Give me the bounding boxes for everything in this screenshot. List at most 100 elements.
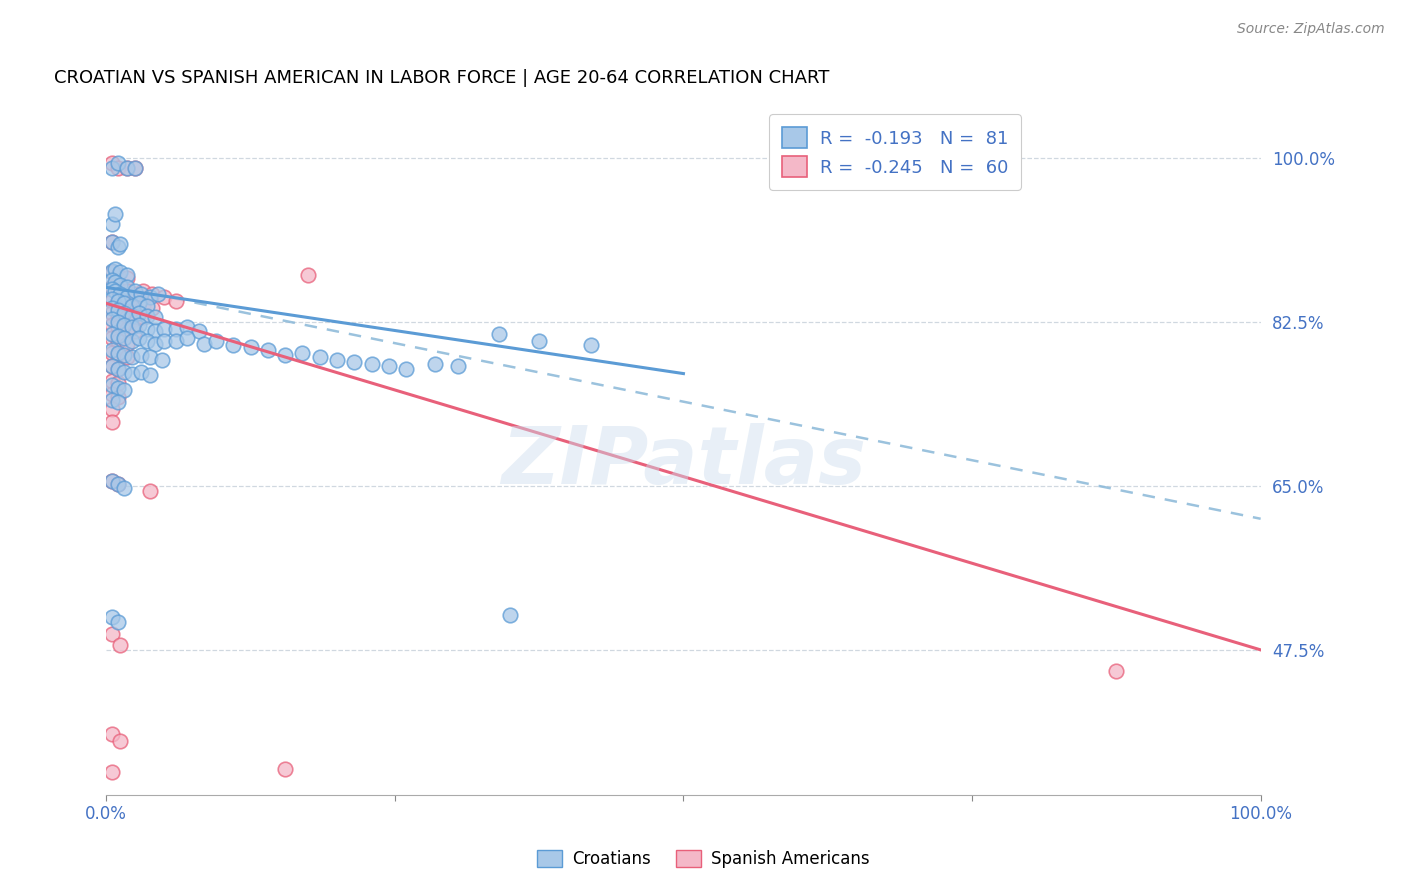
Point: [101, 415, 124, 429]
Legend: Croatians, Spanish Americans: Croatians, Spanish Americans: [530, 843, 876, 875]
Point: [115, 310, 138, 325]
Point: [107, 161, 129, 175]
Point: [115, 284, 138, 298]
Point: [360, 357, 382, 371]
Point: [124, 325, 146, 339]
Point: [132, 299, 155, 313]
Point: [143, 310, 166, 325]
Point: [128, 296, 150, 310]
Point: [107, 156, 129, 170]
Point: [112, 365, 135, 379]
Point: [488, 327, 510, 342]
Point: [107, 315, 129, 329]
Point: [112, 296, 135, 310]
Point: [101, 387, 124, 401]
Point: [107, 329, 129, 343]
Point: [107, 296, 129, 310]
Point: [101, 764, 124, 779]
Point: [239, 340, 262, 354]
Point: [121, 334, 143, 348]
Point: [139, 290, 162, 304]
Point: [107, 346, 129, 360]
Point: [101, 156, 124, 170]
Point: [101, 377, 124, 392]
Point: [121, 299, 143, 313]
Point: [101, 292, 124, 306]
Point: [101, 235, 124, 250]
Point: [101, 610, 124, 624]
Point: [101, 312, 124, 326]
Point: [143, 325, 166, 339]
Point: [101, 161, 124, 175]
Point: [153, 290, 176, 304]
Point: [108, 277, 131, 292]
Point: [121, 367, 143, 381]
Point: [101, 318, 124, 332]
Point: [124, 161, 146, 175]
Point: [124, 284, 146, 298]
Point: [115, 161, 138, 175]
Point: [107, 362, 129, 376]
Point: [101, 727, 124, 741]
Point: [107, 309, 129, 323]
Point: [143, 336, 166, 351]
Point: [101, 217, 124, 231]
Point: [101, 263, 124, 277]
Legend: R =  -0.193   N =  81, R =  -0.245   N =  60: R = -0.193 N = 81, R = -0.245 N = 60: [769, 114, 1021, 190]
Point: [101, 327, 124, 342]
Point: [112, 348, 135, 362]
Point: [150, 352, 173, 367]
Point: [121, 319, 143, 334]
Point: [124, 301, 146, 315]
Point: [165, 293, 187, 308]
Point: [112, 384, 135, 398]
Point: [124, 287, 146, 301]
Point: [222, 338, 245, 352]
Point: [108, 638, 131, 652]
Point: [499, 608, 522, 623]
Point: [101, 265, 124, 279]
Point: [139, 368, 162, 383]
Point: [101, 306, 124, 320]
Point: [107, 334, 129, 348]
Point: [101, 346, 124, 360]
Point: [124, 161, 146, 175]
Point: [115, 336, 138, 351]
Point: [291, 346, 314, 360]
Point: [108, 237, 131, 252]
Point: [121, 350, 143, 364]
Point: [579, 338, 602, 352]
Point: [165, 321, 187, 335]
Point: [104, 284, 127, 298]
Point: [107, 282, 129, 296]
Point: [107, 477, 129, 491]
Point: [187, 325, 209, 339]
Text: Source: ZipAtlas.com: Source: ZipAtlas.com: [1237, 22, 1385, 37]
Point: [129, 287, 152, 301]
Point: [153, 321, 176, 335]
Point: [141, 301, 163, 315]
Point: [104, 261, 127, 276]
Point: [153, 334, 176, 348]
Point: [108, 287, 131, 301]
Point: [128, 331, 150, 345]
Point: [101, 374, 124, 388]
Point: [135, 321, 157, 335]
Point: [107, 394, 129, 409]
Point: [297, 268, 319, 283]
Point: [395, 362, 418, 376]
Point: [115, 321, 138, 335]
Point: [101, 359, 124, 373]
Point: [107, 381, 129, 395]
Point: [101, 282, 124, 296]
Point: [108, 265, 131, 279]
Point: [101, 273, 124, 287]
Point: [115, 290, 138, 304]
Point: [135, 334, 157, 348]
Point: [128, 306, 150, 320]
Point: [176, 331, 198, 345]
Point: [115, 350, 138, 364]
Point: [378, 359, 401, 373]
Point: [343, 355, 366, 369]
Point: [101, 343, 124, 358]
